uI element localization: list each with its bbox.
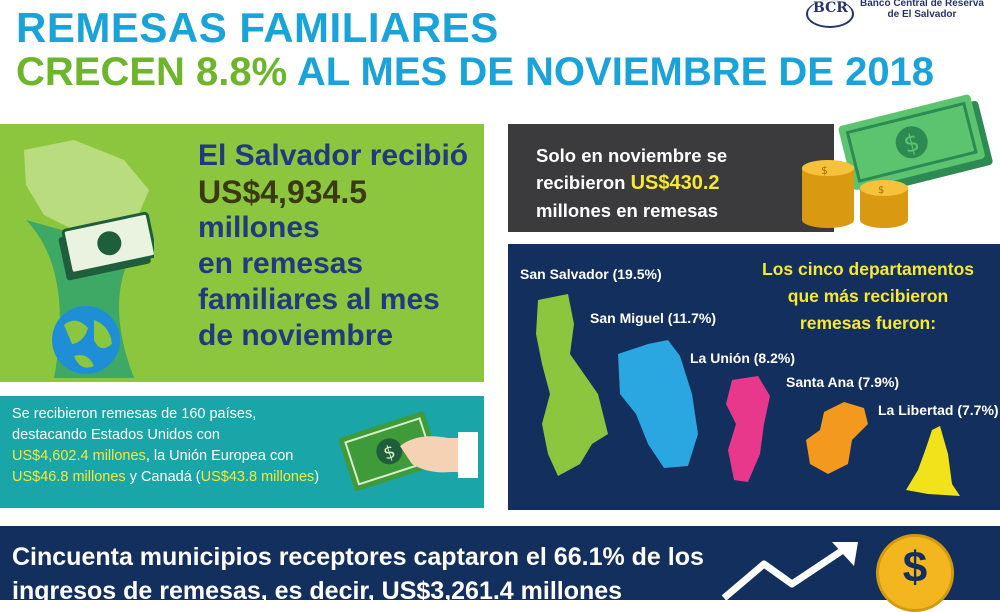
dollar-coin-symbol: $ [902,543,928,592]
municipalities-line2: ingresos de remesas, es decir, US$3,261.… [12,577,623,605]
canada-close: ) [314,469,320,485]
cash-stack-icon: $ [838,94,993,197]
countries-line3: US$4,602.4 millones, la Unión Europea co… [12,446,352,467]
santa-ana-shape [806,402,868,474]
total-amount: US$4,934.5 [198,174,368,210]
la-libertad-shape [906,426,960,496]
coin-stack-icon: $ $ [802,160,908,228]
bank-name: Banco Central de Reserva de El Salvador [860,0,984,20]
eu-intro: , la Unión Europea con [145,448,294,464]
countries-line4: US$46.8 millones y Canadá (US$43.8 millo… [12,467,352,488]
total-line6: de noviembre [198,319,394,352]
svg-text:$: $ [821,164,828,177]
eu-amount: US$46.8 millones [12,469,126,485]
november-panel [508,124,834,232]
november-line2: recibieron US$430.2 [536,169,727,197]
departments-title-line2: que más recibieron [787,286,949,306]
svg-text:$: $ [878,185,884,196]
bcr-logo: BCR [806,0,854,28]
departments-title-line1: Los cinco departamentos [762,259,974,279]
us-amount: US$4,602.4 millones [12,448,146,464]
san-salvador-shape [536,294,608,476]
growth-rate-text: CRECEN 8.8% [16,50,288,94]
municipalities-line1: Cincuenta municipios receptores captaron… [12,543,704,571]
period-text: AL MES DE NOVIEMBRE DE 2018 [296,50,935,94]
la-union-shape [726,376,770,482]
canada-intro: y Canadá ( [125,469,201,485]
department-label-san-miguel: San Miguel (11.7%) [590,310,717,326]
november-line1: Solo en noviembre se [536,145,728,166]
total-remittances-text: El Salvador recibió US$4,934.5 millones … [198,138,468,354]
hand-with-bill-illustration: $ [338,411,478,492]
total-line3: millones [198,211,320,244]
department-label-santa-ana: Santa Ana (7.9%) [786,374,900,390]
november-line3: millones en remesas [536,200,719,221]
growth-arrow-icon [721,542,858,600]
november-text: Solo en noviembre se recibieron US$430.2… [536,142,727,224]
countries-line2: destacando Estados Unidos con [12,427,220,443]
departments-title-line3: remesas fueron: [799,313,937,333]
department-maps [536,294,960,496]
total-line4: en remesas [198,247,364,280]
el-salvador-globe-illustration [24,140,154,378]
banknote-icon: $ [338,411,440,492]
municipalities-text: Cincuenta municipios receptores captaron… [12,540,732,608]
page-title-line1: REMESAS FAMILIARES [16,4,499,51]
bank-name-line2: de El Salvador [887,9,957,20]
departments-title: Los cinco departamentos que más recibier… [756,256,980,337]
bcr-logo-text: BCR [813,0,848,16]
country-map-icon [24,140,149,240]
countries-line1: Se recibieron remesas de 160 países, [12,406,257,422]
page-title-line2: CRECEN 8.8% AL MES DE NOVIEMBRE DE 2018 [16,50,934,95]
canada-amount: US$43.8 millones [200,469,315,485]
san-miguel-shape [618,340,698,468]
department-label-la-libertad: La Libertad (7.7%) [878,402,999,418]
svg-text:$: $ [901,128,923,159]
hand-icon [400,432,478,478]
dollar-coin-icon: $ [876,534,954,612]
globe-icon [52,306,120,374]
department-label-la-union: La Unión (8.2%) [690,350,796,366]
countries-text: Se recibieron remesas de 160 países, des… [12,404,352,488]
banknotes-icon [58,211,154,281]
cash-and-coins-illustration: $ $ $ [802,94,993,228]
department-label-san-salvador: San Salvador (19.5%) [520,266,662,282]
november-line2-pre: recibieron [536,172,631,193]
november-amount: US$430.2 [630,172,720,194]
total-line1: El Salvador recibió [198,139,469,172]
total-line5: familiares al mes [198,283,440,316]
bank-name-line1: Banco Central de Reserva [860,0,984,9]
municipalities-panel [0,526,1000,600]
